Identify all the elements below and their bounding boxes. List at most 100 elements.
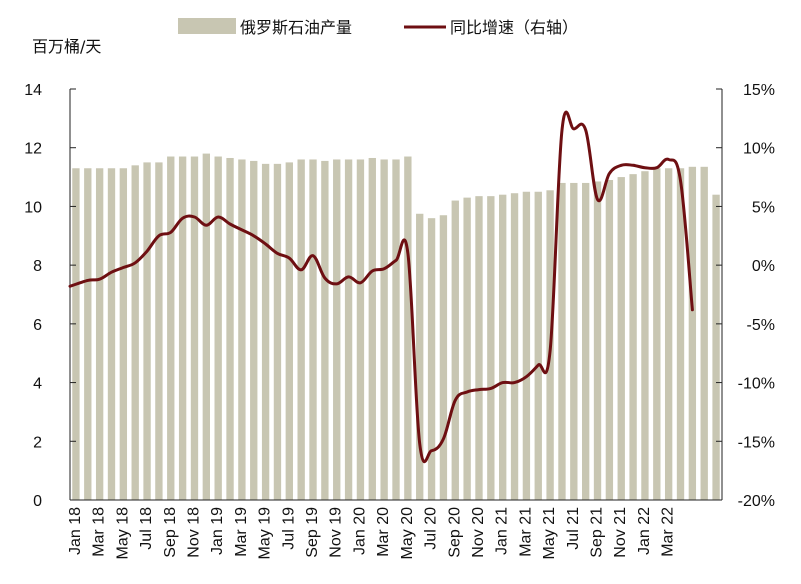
x-tick-label: Jul 20: [423, 507, 440, 550]
production-bar: [178, 156, 187, 500]
x-tick-label: Jul 21: [565, 507, 582, 550]
production-bar: [119, 168, 128, 500]
production-bar: [688, 166, 697, 501]
production-bar: [155, 162, 163, 500]
left-tick-label: 6: [33, 317, 42, 334]
production-bar: [653, 168, 661, 500]
x-tick-label: Mar 19: [233, 507, 250, 557]
x-tick-label: Nov 19: [328, 507, 345, 558]
x-axis-ticks: Jan 18 Mar 18 May 18 Jul 18 Sep 18 Nov 18 Jan …: [67, 507, 677, 560]
production-bar: [214, 156, 222, 500]
production-bar: [273, 163, 282, 501]
left-tick-label: 12: [24, 141, 42, 158]
left-tick-label: 2: [33, 434, 42, 451]
production-bar: [238, 159, 246, 500]
production-bar: [309, 159, 317, 500]
production-bar: [368, 157, 376, 501]
x-tick-label: Jan 22: [636, 507, 653, 555]
x-tick-label: Jan 19: [209, 507, 226, 555]
x-tick-label: May 19: [257, 507, 274, 560]
production-bar: [487, 196, 495, 500]
left-tick-label: 0: [33, 493, 42, 510]
production-bar: [617, 177, 625, 500]
production-bar: [499, 194, 507, 500]
x-tick-label: Jan 18: [67, 507, 84, 555]
x-tick-label: Mar 21: [517, 507, 534, 557]
production-bar: [605, 180, 614, 500]
production-bar: [356, 159, 365, 500]
x-tick-label: Jul 19: [280, 507, 297, 550]
right-tick-label: -15%: [738, 434, 775, 451]
left-axis-unit-label: 百万桶/天: [32, 37, 101, 56]
x-tick-label: Sep 21: [589, 507, 606, 558]
x-tick-label: Nov 20: [470, 507, 487, 558]
right-tick-label: 0%: [752, 258, 775, 275]
production-bar: [463, 197, 471, 500]
x-tick-label: Mar 18: [91, 507, 108, 557]
production-bar: [392, 159, 400, 500]
legend: 俄罗斯石油产量 同比增速（右轴）: [178, 18, 578, 37]
production-bar: [522, 191, 531, 500]
production-bar: [226, 157, 234, 501]
production-bar: [558, 182, 566, 500]
x-tick-label: Jan 20: [351, 507, 368, 555]
production-bar: [534, 191, 542, 500]
production-bar: [570, 182, 578, 500]
line-series: [68, 110, 694, 463]
x-tick-label: Sep 18: [162, 507, 179, 558]
left-tick-label: 8: [33, 258, 42, 275]
production-bar: [84, 168, 92, 500]
production-bar: [143, 162, 151, 500]
production-bar: [190, 156, 199, 500]
production-bar: [333, 159, 341, 500]
right-tick-label: -20%: [738, 493, 775, 510]
production-bar: [131, 165, 139, 500]
right-tick-label: -10%: [738, 376, 775, 393]
production-bar: [404, 156, 412, 500]
production-bar: [676, 168, 685, 500]
legend-swatch-production: [178, 18, 236, 34]
x-tick-label: May 20: [399, 507, 416, 560]
production-bar: [107, 168, 116, 500]
x-tick-label: Nov 18: [186, 507, 203, 558]
x-tick-label: Nov 21: [612, 507, 629, 558]
production-bar: [451, 200, 459, 500]
production-bar: [297, 159, 305, 500]
left-tick-label: 14: [24, 82, 42, 99]
production-bar: [321, 160, 329, 501]
production-bar: [664, 168, 673, 500]
bar-series: [72, 153, 720, 501]
right-tick-label: 10%: [743, 141, 775, 158]
right-tick-label: 15%: [743, 82, 775, 99]
x-tick-label: May 21: [541, 507, 558, 560]
production-bar: [95, 168, 104, 500]
legend-label-yoy: 同比增速（右轴）: [450, 18, 578, 37]
x-tick-label: Jan 21: [494, 507, 511, 555]
production-bar: [475, 196, 483, 500]
production-bar: [641, 171, 649, 500]
production-bar: [167, 156, 175, 500]
x-tick-label: Jul 18: [138, 507, 155, 550]
yoy-growth-line: [68, 110, 694, 463]
production-bar: [629, 174, 637, 500]
production-bar: [582, 182, 590, 500]
axes: [69, 89, 723, 501]
x-tick-label: Mar 22: [660, 507, 677, 557]
production-bar: [712, 194, 720, 500]
production-bar: [261, 163, 270, 501]
x-tick-label: Mar 20: [375, 507, 392, 557]
production-bar: [510, 193, 519, 500]
production-bar: [593, 181, 602, 500]
x-tick-label: Sep 19: [304, 507, 321, 558]
production-bar: [700, 166, 708, 501]
left-tick-label: 10: [24, 199, 42, 216]
left-axis-ticks: 0 2 4 6 8 10 12 14: [24, 82, 76, 510]
right-tick-label: -5%: [747, 317, 775, 334]
production-bar: [250, 160, 258, 501]
x-tick-label: May 18: [114, 507, 131, 560]
right-axis-ticks: -20% -15% -10% -5% 0% 5% 10% 15%: [716, 82, 775, 510]
legend-label-production: 俄罗斯石油产量: [240, 18, 352, 37]
production-bar: [439, 215, 448, 501]
x-tick-label: Sep 20: [446, 507, 463, 558]
